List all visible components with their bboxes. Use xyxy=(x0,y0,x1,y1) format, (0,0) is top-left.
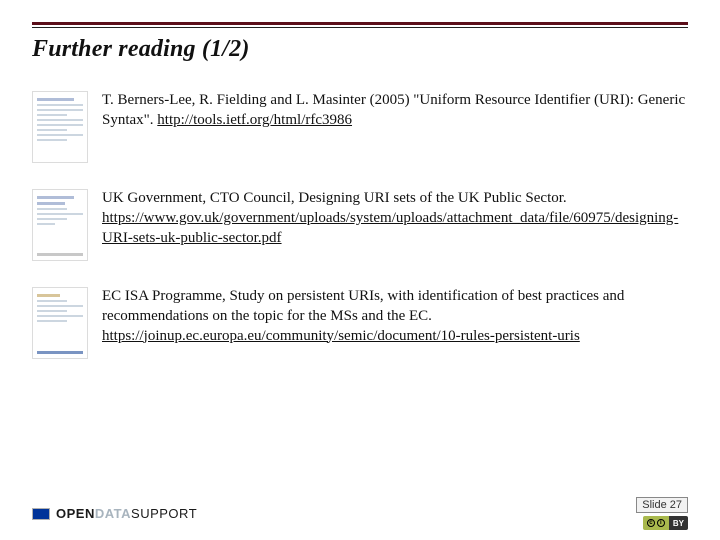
reference-text: T. Berners-Lee, R. Fielding and L. Masin… xyxy=(102,91,688,131)
eu-flag-icon xyxy=(32,508,50,520)
reference-text: EC ISA Programme, Study on persistent UR… xyxy=(102,287,688,346)
footer: OPENDATASUPPORT Slide 27 ci BY xyxy=(32,497,688,530)
thumbnail-icon xyxy=(32,287,88,359)
brand-support: SUPPORT xyxy=(131,506,197,521)
reading-entry: EC ISA Programme, Study on persistent UR… xyxy=(32,287,688,359)
slide-title: Further reading (1/2) xyxy=(32,36,688,63)
brand-text: OPENDATASUPPORT xyxy=(56,506,197,521)
reading-entry: UK Government, CTO Council, Designing UR… xyxy=(32,189,688,261)
cc-by-label: BY xyxy=(669,516,688,530)
slide-number: Slide 27 xyxy=(636,497,688,513)
reference-link[interactable]: http://tools.ietf.org/html/rfc3986 xyxy=(157,112,352,128)
thumbnail-icon xyxy=(32,189,88,261)
cc-license-icon: ci BY xyxy=(643,516,688,530)
slide: Further reading (1/2) T. Berners-Lee, R.… xyxy=(0,0,720,540)
reference-text: UK Government, CTO Council, Designing UR… xyxy=(102,189,688,248)
reference-link[interactable]: https://joinup.ec.europa.eu/community/se… xyxy=(102,328,580,344)
reference-link[interactable]: https://www.gov.uk/government/uploads/sy… xyxy=(102,210,678,246)
footer-right: Slide 27 ci BY xyxy=(636,497,688,530)
brand-open: OPEN xyxy=(56,506,95,521)
top-rule-thick xyxy=(32,22,688,25)
brand-data: DATA xyxy=(95,506,131,521)
reference-pre: UK Government, CTO Council, Designing UR… xyxy=(102,190,567,206)
reading-entry: T. Berners-Lee, R. Fielding and L. Masin… xyxy=(32,91,688,163)
thumbnail-icon xyxy=(32,91,88,163)
reference-pre: EC ISA Programme, Study on persistent UR… xyxy=(102,288,624,324)
top-rule-thin xyxy=(32,27,688,28)
brand-logo: OPENDATASUPPORT xyxy=(32,506,197,521)
